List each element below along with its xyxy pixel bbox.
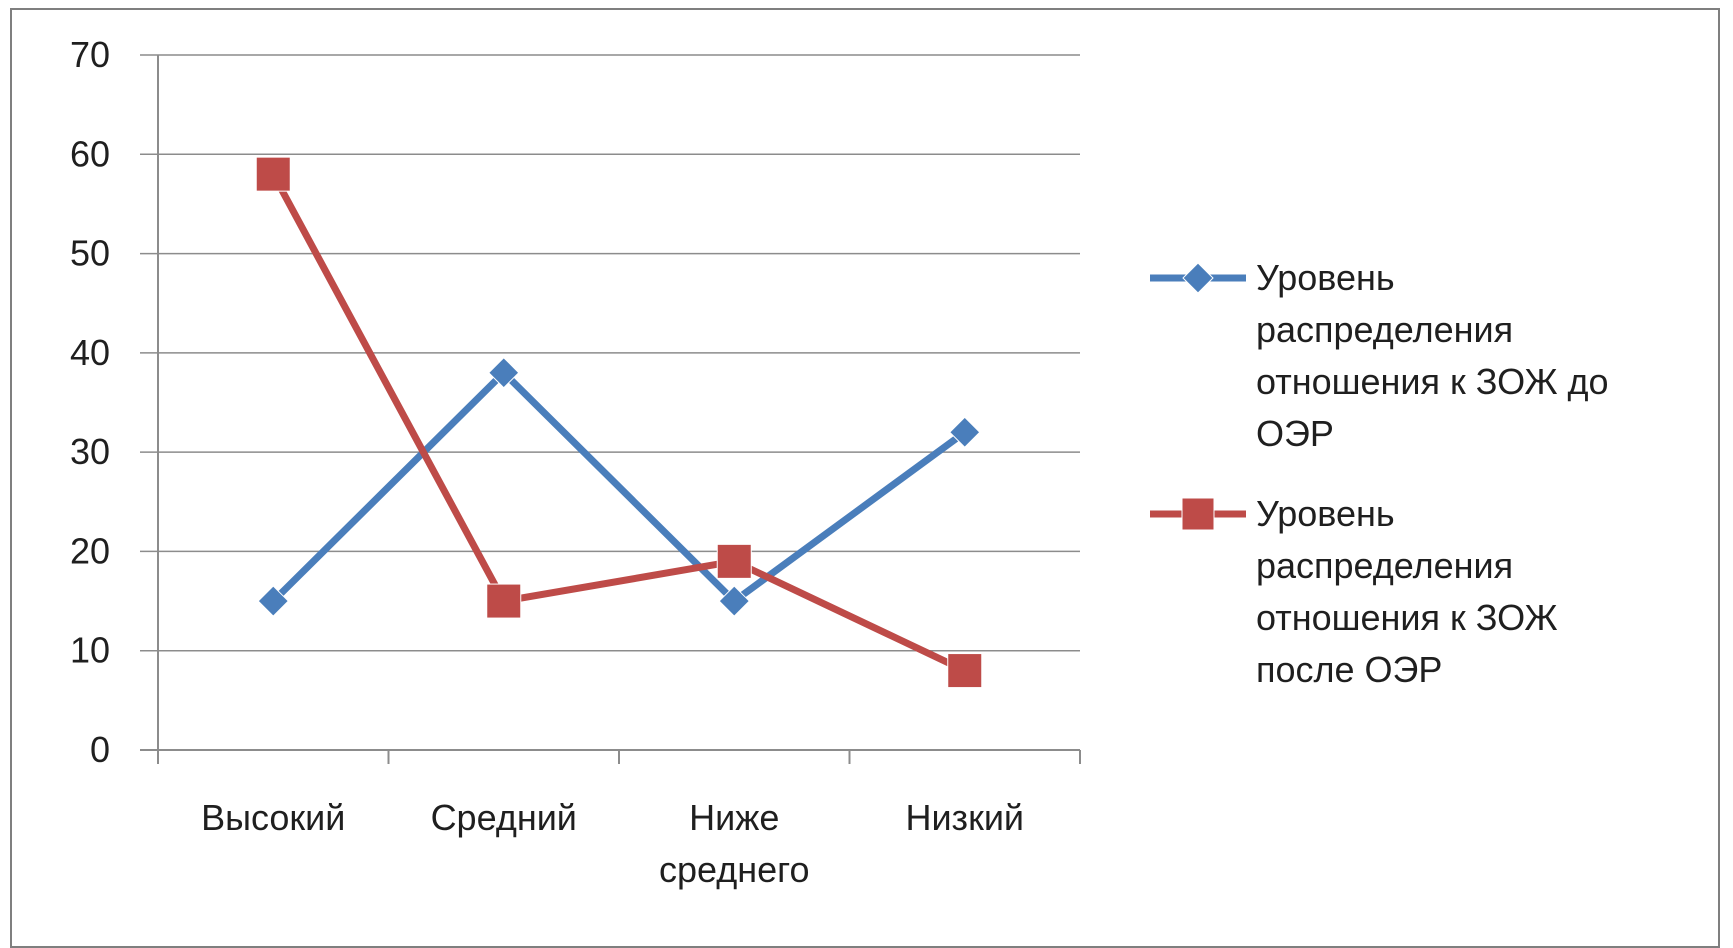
legend-1-swatch-marker [1181,497,1215,531]
axes [140,55,1081,764]
legend-1-label: Уровень распределения отношения к ЗОЖ после… [1256,493,1558,690]
series-0-point-3 [949,416,981,448]
series-0-point-0 [257,585,289,617]
legend: Уровень распределения отношения к ЗОЖ до ОЭ… [1150,257,1609,690]
series [255,156,983,689]
y-tick-label-60: 60 [70,133,110,174]
y-tick-label-10: 10 [70,630,110,671]
series-1-point-0 [255,156,291,192]
series-0-line [270,369,967,605]
series-0-point-2 [718,585,750,617]
y-tick-label-0: 0 [90,729,110,770]
y-tick-label-40: 40 [70,332,110,373]
series-1-line [270,172,967,674]
series-1-point-2 [716,543,752,579]
series-1-point-3 [947,653,983,689]
legend-0-swatch-marker [1182,262,1214,294]
chart-frame [10,8,1720,948]
x-tick-label-2: Ниже среднего [659,797,810,890]
series-1-point-1 [486,583,522,619]
y-tick-label-50: 50 [70,233,110,274]
y-tick-labels: 0 10 20 30 40 50 60 70 [70,34,110,770]
x-tick-label-0: Высокий [201,797,345,838]
y-tick-label-30: 30 [70,431,110,472]
y-tick-label-70: 70 [70,34,110,75]
x-tick-label-1: Средний [431,797,577,838]
x-tick-label-3: Низкий [905,797,1024,838]
series-0-point-1 [488,357,520,389]
legend-0-label: Уровень распределения отношения к ЗОЖ до ОЭ… [1256,257,1609,454]
x-tick-labels: Высокий Средний Ниже среднего Низкий [201,797,1024,890]
y-tick-label-20: 20 [70,530,110,571]
gridlines [140,54,1080,652]
